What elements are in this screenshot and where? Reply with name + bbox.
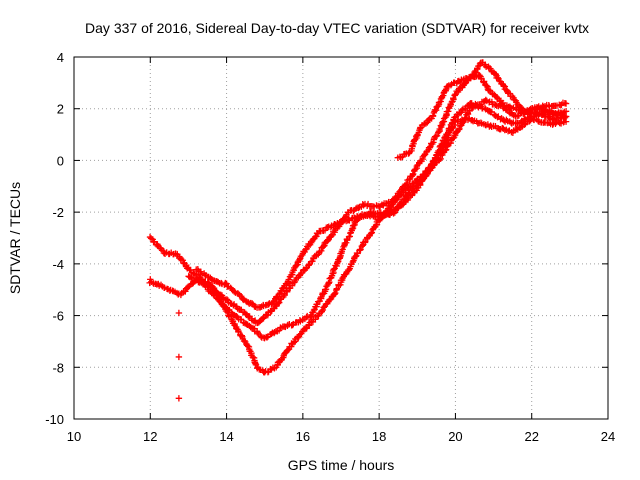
data-point	[432, 133, 439, 140]
data-point	[297, 271, 304, 278]
data-point	[349, 258, 357, 266]
data-point	[191, 278, 199, 285]
data-point	[325, 280, 332, 287]
y-tick-label: -2	[52, 205, 64, 220]
y-tick-label: 4	[57, 50, 64, 65]
y-tick-label: -4	[52, 257, 64, 272]
data-point	[175, 353, 183, 361]
x-axis-label: GPS time / hours	[288, 457, 395, 473]
data-point	[402, 181, 410, 188]
y-tick-label: 2	[57, 102, 64, 117]
data-point	[215, 278, 222, 286]
data-point	[284, 346, 292, 354]
data-point	[462, 114, 469, 122]
data-point	[545, 113, 553, 120]
data-point	[433, 132, 441, 140]
x-tick-label: 16	[296, 429, 310, 444]
y-tick-label: 0	[57, 153, 64, 168]
data-point	[561, 114, 569, 121]
data-point	[239, 295, 246, 303]
data-point	[562, 113, 570, 120]
data-point	[275, 291, 283, 298]
data-point	[482, 96, 489, 104]
data-point	[305, 261, 313, 269]
data-point	[483, 82, 490, 89]
data-points	[146, 59, 570, 402]
data-point	[356, 247, 363, 254]
x-tick-label: 14	[219, 429, 233, 444]
data-point	[444, 83, 451, 90]
x-tick-label: 18	[372, 429, 386, 444]
y-tick-label: -6	[52, 309, 64, 324]
data-point	[302, 265, 310, 272]
data-point	[175, 309, 183, 317]
data-point	[300, 326, 308, 333]
data-point	[263, 334, 271, 341]
data-point	[367, 230, 375, 237]
data-point	[409, 170, 417, 178]
data-point	[466, 107, 473, 115]
data-point	[310, 306, 318, 314]
data-point	[545, 119, 553, 126]
data-point	[438, 140, 445, 148]
x-tick-label: 22	[524, 429, 538, 444]
data-point	[451, 92, 458, 99]
data-point	[333, 285, 341, 293]
data-point	[500, 82, 507, 89]
data-point	[305, 322, 313, 329]
x-tick-label: 24	[601, 429, 615, 444]
data-point	[438, 93, 446, 100]
data-point	[147, 276, 154, 283]
data-point	[355, 204, 362, 211]
data-point	[290, 339, 298, 346]
x-tick-label: 12	[143, 429, 157, 444]
data-point	[453, 129, 460, 136]
data-point	[349, 225, 356, 233]
data-point	[318, 308, 326, 315]
data-point	[324, 237, 331, 244]
data-point	[368, 229, 376, 236]
data-point	[422, 120, 430, 127]
y-axis-label: SDTVAR / TECUs	[7, 182, 23, 294]
x-tick-label: 10	[67, 429, 81, 444]
data-point	[330, 266, 337, 273]
data-point	[357, 246, 364, 253]
data-point	[345, 266, 352, 274]
data-point	[500, 125, 507, 132]
data-point	[436, 156, 443, 164]
data-point	[269, 298, 277, 306]
x-tick-label: 20	[448, 429, 462, 444]
data-point	[307, 313, 314, 320]
y-tick-label: -10	[45, 412, 64, 427]
data-point	[278, 355, 286, 363]
data-point	[562, 100, 570, 107]
data-point	[503, 116, 510, 124]
data-point	[249, 353, 256, 361]
y-tick-label: -8	[52, 360, 64, 375]
chart-title: Day 337 of 2016, Sidereal Day-to-day VTE…	[85, 20, 589, 36]
data-point	[442, 146, 450, 153]
data-point	[175, 395, 183, 402]
data-point	[332, 289, 339, 297]
grid	[74, 57, 608, 419]
data-point	[458, 106, 466, 114]
data-point	[241, 337, 248, 344]
plot-frame	[73, 56, 609, 420]
data-point	[426, 144, 433, 151]
data-point	[328, 232, 335, 240]
data-point	[390, 210, 397, 217]
data-point	[320, 304, 328, 311]
data-point	[534, 117, 542, 125]
